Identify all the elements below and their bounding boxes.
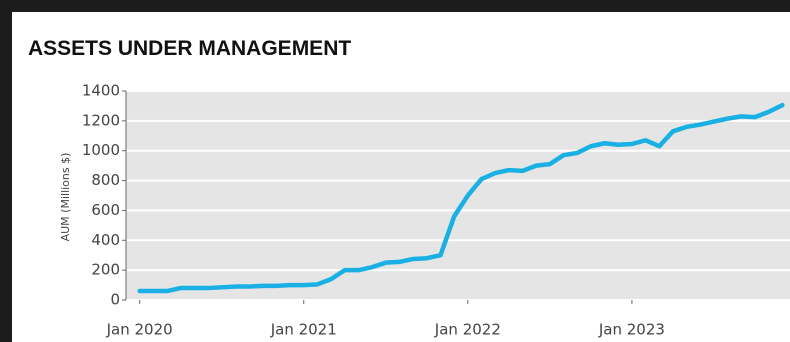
x-tick-label: Jan 2023 xyxy=(598,321,665,339)
y-tick-label: 0 xyxy=(110,291,120,309)
y-tick-label: 400 xyxy=(91,231,120,249)
line-series xyxy=(137,102,785,294)
x-tick-label: Jan 2022 xyxy=(434,321,501,339)
y-tick-label: 800 xyxy=(91,171,120,189)
y-tick-label: 1000 xyxy=(82,141,120,159)
y-tick-label: 1200 xyxy=(82,111,120,129)
y-tick-label: 1400 xyxy=(82,82,120,100)
y-tick-label: 600 xyxy=(91,201,120,219)
chart-title: ASSETS UNDER MANAGEMENT xyxy=(28,37,351,60)
y-tick-label: 200 xyxy=(91,261,120,279)
x-tick-label: Jan 2021 xyxy=(270,321,337,339)
y-axis-label: AUM (Millions $) xyxy=(59,153,72,242)
x-tick-label: Jan 2020 xyxy=(106,321,173,339)
plot-background xyxy=(126,91,790,300)
